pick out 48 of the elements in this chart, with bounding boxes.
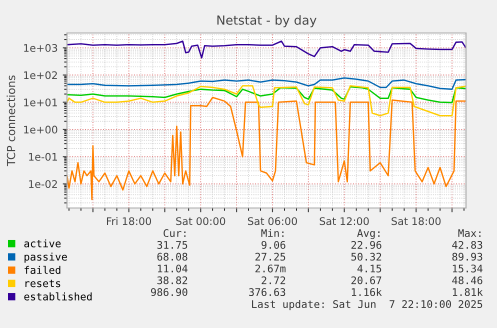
line-series xyxy=(67,85,466,116)
text: 68.08 xyxy=(157,252,188,261)
text: 1.81k xyxy=(452,288,483,296)
text: Avg: xyxy=(357,229,380,240)
text: 50.32 xyxy=(351,252,382,261)
text: 4.15 xyxy=(357,264,382,272)
text: 31.75 xyxy=(157,240,188,249)
y-tick-label: 1e+01 xyxy=(24,98,58,106)
x-tick-label: Sat 00:00 xyxy=(176,217,226,226)
y-tick-label: 1e-01 xyxy=(29,152,58,161)
text: 22.96 xyxy=(351,240,382,249)
y-tick-label: 1e+02 xyxy=(24,71,57,80)
text: 27.25 xyxy=(255,252,286,261)
text: 42.83 xyxy=(452,240,482,249)
y-tick-label: 1e+03 xyxy=(24,44,58,52)
text: Min: xyxy=(261,228,284,237)
y-axis-title: TCP connections xyxy=(6,75,16,166)
text: 986.90 xyxy=(151,288,188,296)
text: 15.34 xyxy=(452,264,483,272)
y-tick-label: 1e-02 xyxy=(29,180,57,188)
x-tick-label: Sat 12:00 xyxy=(320,217,369,226)
text: 48.46 xyxy=(452,276,482,284)
line-series xyxy=(67,86,466,104)
legend-label: failed xyxy=(24,266,60,274)
text: 89.93 xyxy=(452,252,482,261)
chart-title: Netstat - by day xyxy=(217,15,316,28)
line-series xyxy=(67,96,466,200)
x-tick-label: Fri 18:00 xyxy=(106,217,152,226)
text: Cur: xyxy=(164,229,186,238)
text: 11.04 xyxy=(158,264,188,272)
text: 1.16k xyxy=(352,288,382,296)
text: 2.72 xyxy=(262,276,286,284)
legend-label: resets xyxy=(25,280,60,288)
text: 376.63 xyxy=(249,288,286,296)
text: Last update: Sat Jun 7 22:10:00 2025 xyxy=(252,300,482,310)
text: 20.67 xyxy=(351,276,382,284)
x-tick-label: Sat 06:00 xyxy=(248,217,297,226)
legend-label: passive xyxy=(24,252,67,263)
y-tick-label: 1e+00 xyxy=(24,126,58,134)
text: 2.67m xyxy=(255,264,286,272)
text: Max: xyxy=(458,229,480,238)
line-series xyxy=(67,40,466,58)
text: 9.06 xyxy=(262,240,286,249)
x-tick-label: Sat 18:00 xyxy=(392,217,441,226)
line-series xyxy=(67,77,466,90)
legend-label: established xyxy=(24,292,92,300)
legend-label: active xyxy=(24,239,61,248)
text: 38.82 xyxy=(157,276,188,284)
